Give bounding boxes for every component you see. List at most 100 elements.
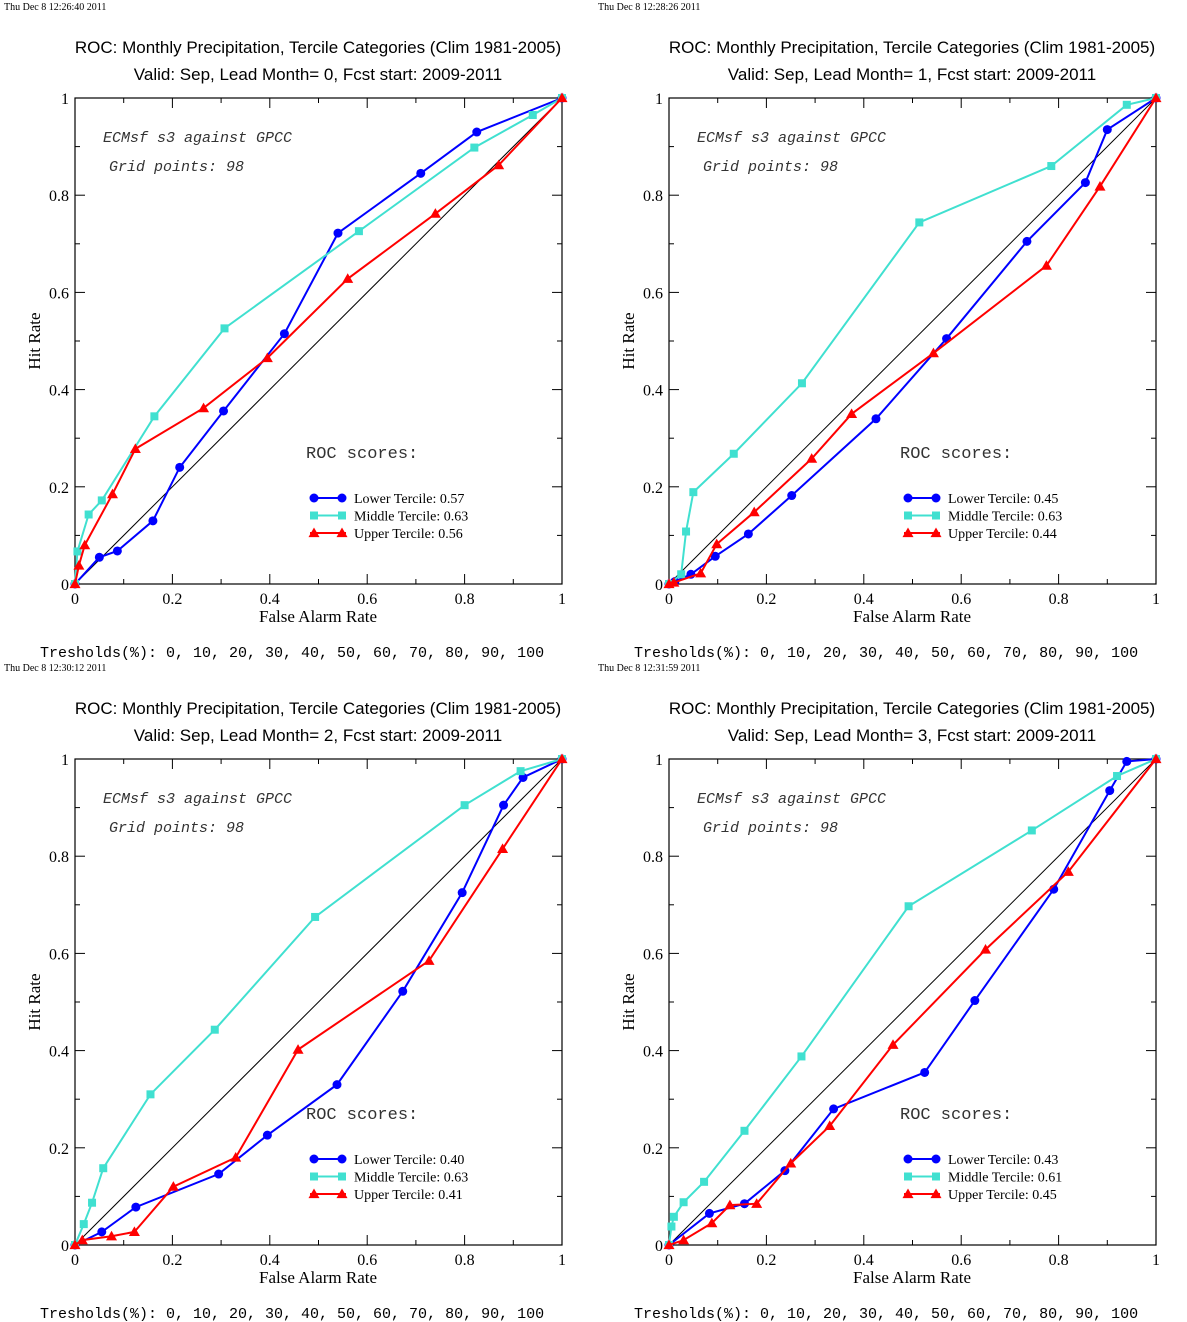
data-point (84, 510, 93, 519)
y-tick-label: 0 (655, 1238, 663, 1255)
legend-label: Upper Tercile: 0.45 (948, 1188, 1057, 1203)
timestamp: Thu Dec 8 12:28:26 2011 (598, 2, 700, 13)
y-tick-label: 1 (61, 91, 69, 108)
x-tick-label: 0.8 (1049, 591, 1069, 608)
dataset-annotation: ECMsf s3 against GPCC (103, 130, 292, 147)
grid-points-annotation: Grid points: 98 (109, 159, 244, 176)
data-point (429, 208, 441, 218)
y-tick-label: 0.6 (49, 285, 69, 302)
data-point (279, 329, 289, 339)
legend-entry: Middle Tercile: 0.63 (310, 1171, 468, 1186)
no-skill-diagonal (668, 97, 1157, 585)
chart-subtitle: Valid: Sep, Lead Month= 1, Fcst start: 2… (728, 65, 1096, 84)
y-axis-label: Hit Rate (619, 973, 638, 1030)
legend-entry: Upper Tercile: 0.44 (902, 527, 1057, 542)
y-tick-label: 1 (655, 752, 663, 769)
y-axis-label: Hit Rate (25, 973, 44, 1030)
x-axis-label: False Alarm Rate (259, 1268, 377, 1287)
data-point (927, 347, 939, 358)
data-point (700, 1177, 709, 1186)
data-point (678, 1234, 690, 1245)
data-point (668, 577, 680, 587)
x-tick-label: 0.6 (357, 591, 377, 608)
dataset-annotation: ECMsf s3 against GPCC (697, 791, 886, 808)
data-point (148, 516, 158, 526)
x-tick-label: 0 (665, 1252, 673, 1269)
x-tick-label: 0.4 (854, 591, 874, 608)
data-point (1022, 236, 1032, 246)
y-tick-label: 0.8 (643, 849, 663, 866)
y-tick-label: 1 (61, 752, 69, 769)
data-point (311, 912, 320, 921)
legend-marker-start (310, 511, 318, 520)
data-point (1105, 786, 1115, 796)
data-point (1150, 92, 1162, 103)
series-upper-tercile (69, 753, 568, 1250)
roc-panel-3: Thu Dec 8 12:30:12 2011 ROC: Monthly Prec… (4, 663, 568, 1322)
y-tick-label: 0.8 (49, 849, 69, 866)
data-point (970, 996, 980, 1006)
data-point (457, 888, 467, 898)
thresholds-text: Tresholds(%): 0, 10, 20, 30, 40, 50, 60,… (634, 645, 1138, 662)
data-point (332, 1080, 342, 1090)
series-line (74, 97, 563, 585)
series-lower-tercile (664, 93, 1161, 589)
x-tick-label: 1 (1152, 1252, 1160, 1269)
y-axis-label: Hit Rate (619, 312, 638, 369)
y-tick-label: 0.8 (643, 188, 663, 205)
legend-marker-start (903, 493, 913, 503)
data-point (806, 453, 818, 463)
data-point (106, 1230, 118, 1241)
chart-subtitle: Valid: Sep, Lead Month= 0, Fcst start: 2… (134, 65, 502, 84)
roc-panel-1: Thu Dec 8 12:26:40 2011 ROC: Monthly Prec… (4, 2, 568, 662)
roc-panel-4: Thu Dec 8 12:31:59 2011 ROC: Monthly Prec… (598, 663, 1162, 1322)
chart-title: ROC: Monthly Precipitation, Tercile Cate… (669, 38, 1155, 57)
legend-marker-end (337, 1154, 347, 1164)
data-point (210, 1025, 219, 1034)
x-axis-label: False Alarm Rate (853, 1268, 971, 1287)
y-tick-label: 0.2 (49, 480, 69, 497)
data-point (470, 143, 479, 152)
legend-marker-start (308, 1188, 320, 1199)
data-point (904, 902, 913, 911)
legend-marker-start (903, 1154, 913, 1164)
chart-title: ROC: Monthly Precipitation, Tercile Cate… (75, 38, 561, 57)
legend-entry: Upper Tercile: 0.41 (308, 1188, 463, 1203)
data-point (219, 406, 229, 416)
legend-marker-end (336, 527, 348, 538)
data-point (146, 1090, 155, 1099)
x-tick-label: 0.8 (455, 591, 475, 608)
legend-marker-start (309, 1154, 319, 1164)
chart-title: ROC: Monthly Precipitation, Tercile Cate… (669, 699, 1155, 718)
y-tick-label: 0.6 (49, 946, 69, 963)
legend-entry: Middle Tercile: 0.61 (904, 1171, 1062, 1186)
legend-label: Middle Tercile: 0.63 (354, 510, 468, 525)
timestamp: Thu Dec 8 12:26:40 2011 (4, 2, 106, 13)
dataset-annotation: ECMsf s3 against GPCC (103, 791, 292, 808)
data-point (677, 570, 686, 579)
data-point (1047, 162, 1056, 171)
data-point (871, 414, 881, 424)
legend-label: Lower Tercile: 0.45 (948, 492, 1058, 507)
timestamp: Thu Dec 8 12:31:59 2011 (598, 663, 700, 674)
data-point (920, 1067, 930, 1077)
legend-entry: Upper Tercile: 0.56 (308, 527, 463, 542)
data-point (99, 1164, 108, 1173)
data-point (499, 800, 509, 810)
data-point (711, 538, 723, 549)
legend-entry: Lower Tercile: 0.57 (309, 492, 464, 507)
data-point (354, 227, 363, 236)
data-point (785, 1157, 797, 1168)
y-tick-label: 0.4 (643, 383, 663, 400)
y-tick-label: 0.2 (643, 480, 663, 497)
data-point (980, 944, 992, 954)
data-point (175, 462, 185, 472)
data-point (743, 529, 753, 539)
data-point (97, 496, 106, 505)
data-point (1150, 753, 1162, 764)
data-point (398, 986, 408, 996)
series-upper-tercile (663, 753, 1162, 1250)
data-point (73, 560, 85, 570)
data-point (69, 1239, 81, 1250)
legend-entry: Middle Tercile: 0.63 (310, 510, 468, 525)
